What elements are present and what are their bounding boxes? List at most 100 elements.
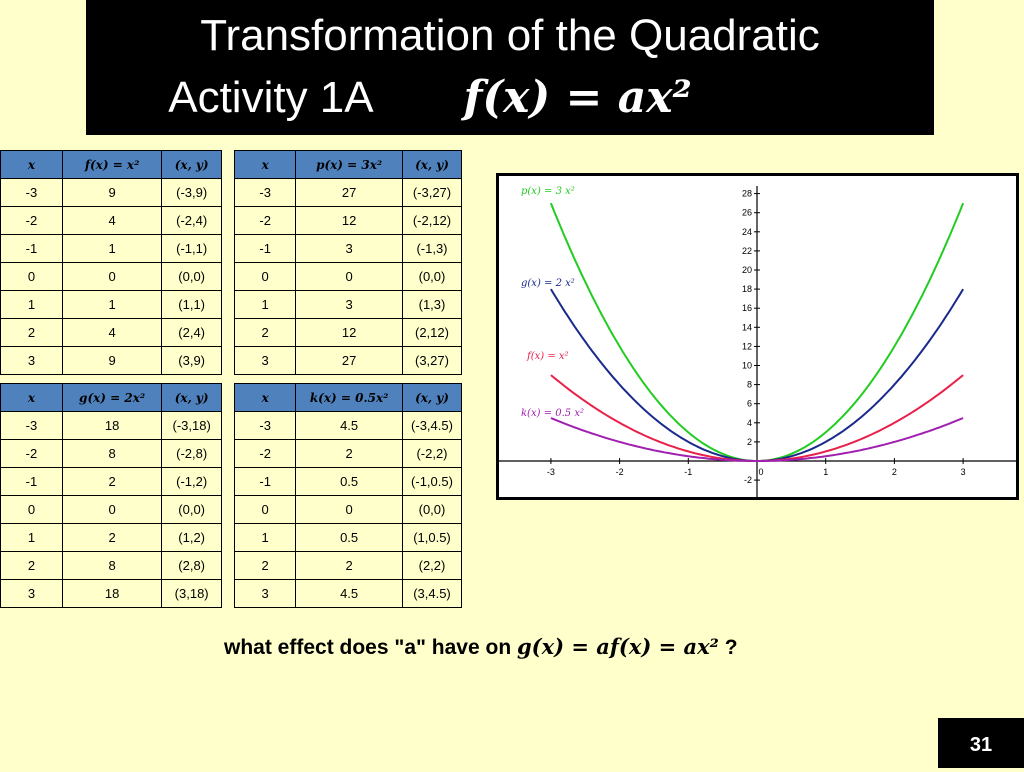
table-row: -3 18 (-3,18) <box>0 411 222 440</box>
table-header-cell: f(x) = x² <box>61 150 163 179</box>
table-cell: 0.5 <box>295 523 403 552</box>
table-cell: -1 <box>0 467 63 496</box>
table-f: x f(x) = x² (x, y) -3 9 (-3,9) -2 4 (-2,4) -1 1 (-1… <box>0 150 222 375</box>
table-row: 1 1 (1,1) <box>0 290 222 319</box>
table-cell: 0 <box>0 495 63 524</box>
title-banner: Transformation of the Quadratic Activity… <box>86 0 934 135</box>
question-end: ? <box>718 636 738 659</box>
table-cell: (-1,2) <box>161 467 222 496</box>
table-cell: (2,4) <box>161 318 222 347</box>
table-cell: (3,18) <box>161 579 222 608</box>
table-cell: -2 <box>233 439 297 468</box>
table-header-cell: (x, y) <box>161 383 222 412</box>
y-tick-label: 4 <box>747 418 752 428</box>
table-cell: -3 <box>0 411 63 440</box>
table-header-cell: x <box>233 383 297 412</box>
table-header-row: x p(x) = 3x² (x, y) <box>233 150 463 179</box>
y-tick-label: 22 <box>742 246 752 256</box>
quadratic-graph: -3 -2 -1 0 1 2 3-2246810121416182022242628p(x)… <box>499 186 1016 497</box>
y-tick-label: 12 <box>742 341 752 351</box>
table-cell: 27 <box>295 178 403 207</box>
table-cell: 3 <box>295 290 403 319</box>
table-cell: (0,0) <box>161 262 222 291</box>
table-cell: 4.5 <box>295 411 403 440</box>
table-row: 1 0.5 (1,0.5) <box>233 523 463 552</box>
table-cell: (3,27) <box>401 346 463 375</box>
y-tick-label: 8 <box>747 380 752 390</box>
table-cell: -2 <box>0 439 63 468</box>
table-cell: 3 <box>0 579 63 608</box>
table-cell: (-1,3) <box>401 234 463 263</box>
table-cell: 1 <box>0 523 63 552</box>
x-tick-label: 1 <box>823 467 828 477</box>
table-cell: 1 <box>61 234 163 263</box>
table-header-cell: g(x) = 2x² <box>61 383 163 412</box>
table-cell: 2 <box>233 551 297 580</box>
table-cell: (-3,9) <box>161 178 222 207</box>
table-cell: (-2,12) <box>401 206 463 235</box>
table-row: 2 8 (2,8) <box>0 551 222 580</box>
title-formula: f(x) = ax² <box>463 72 692 123</box>
table-row: -3 27 (-3,27) <box>233 178 463 207</box>
table-cell: 2 <box>295 439 403 468</box>
table-header-row: x g(x) = 2x² (x, y) <box>0 383 222 412</box>
table-cell: (3,4.5) <box>401 579 463 608</box>
table-cell: 8 <box>61 439 163 468</box>
table-header-cell: p(x) = 3x² <box>295 150 403 179</box>
x-tick-label: 2 <box>892 467 897 477</box>
table-cell: (1,3) <box>401 290 463 319</box>
table-cell: 0 <box>233 495 297 524</box>
table-row: -2 4 (-2,4) <box>0 206 222 235</box>
table-row: 3 27 (3,27) <box>233 346 463 375</box>
curve-label-k: k(x) = 0.5 x² <box>521 408 584 419</box>
table-cell: 2 <box>0 318 63 347</box>
y-tick-label: 24 <box>742 227 752 237</box>
table-row: -1 3 (-1,3) <box>233 234 463 263</box>
table-cell: -1 <box>233 467 297 496</box>
table-row: 3 9 (3,9) <box>0 346 222 375</box>
table-row: 2 12 (2,12) <box>233 318 463 347</box>
table-row: 2 2 (2,2) <box>233 551 463 580</box>
question-text: what effect does "a" have on <box>224 636 517 659</box>
table-cell: (2,2) <box>401 551 463 580</box>
table-row: -1 0.5 (-1,0.5) <box>233 467 463 496</box>
curve-label-p: p(x) = 3 x² <box>521 186 575 197</box>
graph-panel: -3 -2 -1 0 1 2 3 -2 2 4 6 8 10 12 14 16 18 20 22 24 26 28 p(x)… <box>496 173 1019 500</box>
page-number: 31 <box>938 718 1024 768</box>
table-cell: 3 <box>233 579 297 608</box>
table-row: -1 2 (-1,2) <box>0 467 222 496</box>
table-row: 1 3 (1,3) <box>233 290 463 319</box>
question: what effect does "a" have on g(x) = af(x… <box>224 634 738 660</box>
table-header-cell: x <box>0 150 63 179</box>
table-cell: -3 <box>233 178 297 207</box>
table-cell: (2,8) <box>161 551 222 580</box>
table-cell: 3 <box>0 346 63 375</box>
table-cell: 3 <box>295 234 403 263</box>
y-tick-label: 2 <box>747 437 752 447</box>
table-header-cell: (x, y) <box>161 150 222 179</box>
activity-label: Activity 1A <box>168 73 372 122</box>
table-row: 0 0 (0,0) <box>233 495 463 524</box>
curve-k <box>550 417 964 462</box>
table-header-cell: x <box>233 150 297 179</box>
table-cell: 1 <box>61 290 163 319</box>
table-cell: 2 <box>233 318 297 347</box>
table-cell: (-2,4) <box>161 206 222 235</box>
table-g: x g(x) = 2x² (x, y) -3 18 (-3,18) -2 8 (-2,8) -1 2… <box>0 383 222 608</box>
table-cell: (-3,18) <box>161 411 222 440</box>
table-cell: (1,0.5) <box>401 523 463 552</box>
table-row: -3 4.5 (-3,4.5) <box>233 411 463 440</box>
table-cell: 3 <box>233 346 297 375</box>
table-cell: 2 <box>61 467 163 496</box>
table-cell: 4.5 <box>295 579 403 608</box>
table-cell: (-3,27) <box>401 178 463 207</box>
table-cell: 2 <box>295 551 403 580</box>
table-cell: 1 <box>0 290 63 319</box>
table-cell: 0 <box>295 262 403 291</box>
table-cell: (-2,8) <box>161 439 222 468</box>
table-header-row: x k(x) = 0.5x² (x, y) <box>233 383 463 412</box>
table-header-cell: x <box>0 383 63 412</box>
table-cell: 9 <box>61 178 163 207</box>
table-row: 0 0 (0,0) <box>0 262 222 291</box>
table-row: 0 0 (0,0) <box>0 495 222 524</box>
